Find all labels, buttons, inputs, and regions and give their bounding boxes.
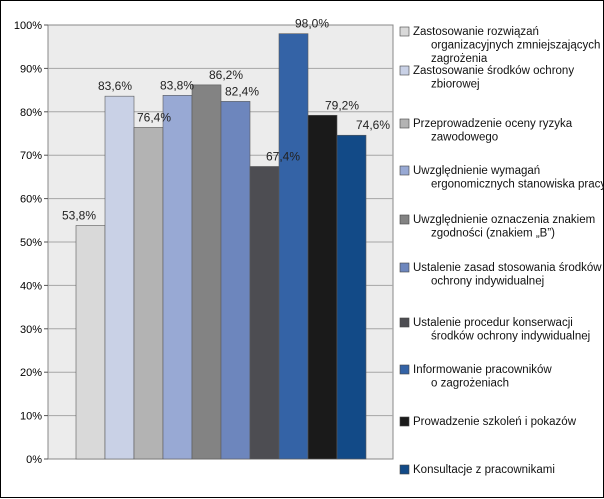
legend-line: zgodności (znakiem „B”) — [431, 228, 555, 240]
legend-entry: Uwzględnienie oznaczenia znakiem zgodnośc… — [413, 214, 595, 240]
legend-swatch — [399, 464, 410, 475]
legend-line: zbiorowej — [431, 79, 480, 91]
legend-swatch — [399, 214, 410, 225]
data-label: 83,6% — [98, 79, 132, 93]
legend: Zastosowanie rozwiązań organizacyjnych zm… — [399, 26, 604, 476]
legend-line: Uwzględnienie wymagań — [413, 165, 540, 177]
legend-entry: Uwzględnienie wymagań ergonomicznych stan… — [413, 165, 604, 191]
legend-swatch — [399, 26, 410, 37]
bar — [133, 127, 164, 460]
data-label: 53,8% — [62, 209, 96, 223]
legend-line: Informowanie pracowników — [413, 364, 552, 376]
legend-swatch — [399, 364, 410, 375]
legend-line: ergonomicznych stanowiska pracy — [431, 179, 604, 191]
legend-entry: Informowanie pracowników o zagrożeniach — [413, 364, 552, 390]
legend-entry: Przeprowadzenie oceny ryzyka zawodowego — [413, 118, 573, 144]
legend-line: Uwzględnienie oznaczenia znakiem — [413, 214, 595, 226]
legend-line: Zastosowanie rozwiązań — [413, 26, 539, 38]
legend-line: Ustalenie procedur konserwacji — [413, 317, 573, 329]
legend-entry: Zastosowanie środków ochrony zbiorowej — [413, 65, 574, 91]
legend-line: Konsultacje z pracownikami — [413, 464, 555, 476]
y-tick-label: 30% — [20, 324, 42, 336]
data-label: 82,4% — [225, 84, 259, 98]
legend-line: organizacyjnych zmniejszających — [431, 40, 600, 52]
legend-line: środków ochrony indywidualnej — [431, 331, 590, 343]
legend-line: Zastosowanie środków ochrony — [413, 65, 574, 77]
y-tick-label: 40% — [20, 280, 42, 292]
legend-entry: Ustalenie procedur konserwacji środków oc… — [413, 317, 590, 343]
bar — [336, 134, 367, 460]
legend-entry: Konsultacje z pracownikami — [413, 464, 555, 476]
data-label: 67,4% — [266, 149, 300, 163]
legend-swatch — [399, 65, 410, 76]
data-label: 86,2% — [209, 68, 243, 82]
y-tick-label: 100% — [14, 20, 42, 32]
y-tick-label: 80% — [20, 107, 42, 119]
legend-entry: Zastosowanie rozwiązań organizacyjnych zm… — [413, 26, 600, 65]
bar — [278, 33, 309, 460]
bar — [191, 84, 222, 460]
bar — [307, 114, 338, 460]
bars — [75, 33, 367, 460]
legend-line: zagrożenia — [431, 53, 488, 65]
legend-swatch — [399, 416, 410, 427]
y-axis: 0% 10% 20% 30% 40% 50% 60% 70% 80% 90% 100% — [14, 20, 48, 466]
data-label: 98,0% — [295, 17, 329, 31]
bar — [162, 95, 193, 460]
bar — [75, 225, 106, 460]
data-labels: 53,8% 83,6% 76,4% 83,8% 86,2% 82,4% 67,4% 98,0%… — [62, 17, 390, 223]
y-tick-label: 90% — [20, 63, 42, 75]
legend-swatch — [399, 165, 410, 176]
legend-entry: Prowadzenie szkoleń i pokazów — [413, 416, 577, 428]
data-label: 74,6% — [356, 118, 390, 132]
legend-line: zawodowego — [431, 132, 498, 144]
legend-line: Przeprowadzenie oceny ryzyka — [413, 118, 573, 130]
y-tick-label: 10% — [20, 411, 42, 423]
legend-line: ochrony indywidualnej — [431, 276, 544, 288]
data-label: 83,8% — [160, 78, 194, 92]
bar — [220, 101, 251, 460]
legend-swatch — [399, 118, 410, 129]
bar — [104, 95, 135, 460]
legend-line: Ustalenie zasad stosowania środków — [413, 262, 602, 274]
y-tick-label: 50% — [20, 237, 42, 249]
y-tick-label: 20% — [20, 367, 42, 379]
legend-line: Prowadzenie szkoleń i pokazów — [413, 416, 577, 428]
legend-line: o zagrożeniach — [431, 378, 509, 390]
y-tick-label: 60% — [20, 194, 42, 206]
y-tick-label: 70% — [20, 150, 42, 162]
data-label: 76,4% — [137, 110, 171, 124]
legend-swatch — [399, 317, 410, 328]
bar — [249, 166, 280, 460]
legend-swatch — [399, 262, 410, 273]
legend-entry: Ustalenie zasad stosowania środków ochron… — [413, 262, 602, 288]
y-tick-label: 0% — [26, 454, 42, 466]
data-label: 79,2% — [325, 98, 359, 112]
